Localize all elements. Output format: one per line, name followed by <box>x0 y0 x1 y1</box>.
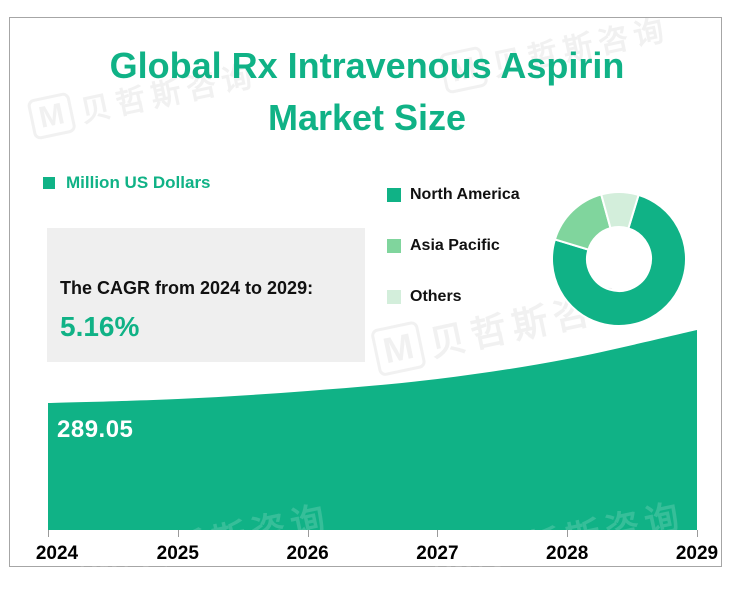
legend-swatch-asia-pacific <box>387 239 401 253</box>
x-axis-label-2029: 2029 <box>675 543 719 564</box>
x-axis-tick-2024 <box>48 530 49 537</box>
donut-legend: North America Asia Pacific Others <box>387 186 520 306</box>
legend-item-asia-pacific: Asia Pacific <box>387 237 520 255</box>
donut-segment-asia-pacific <box>553 193 612 251</box>
donut-segment-others <box>599 191 640 230</box>
legend-item-north-america: North America <box>387 186 520 204</box>
x-axis-label-2026: 2026 <box>286 543 329 564</box>
donut-chart <box>551 191 687 327</box>
x-axis-tick-2028 <box>567 530 569 537</box>
x-axis-label-2027: 2027 <box>416 543 459 564</box>
units-label: Million US Dollars <box>66 173 211 192</box>
legend-label-north-america: North America <box>410 186 520 203</box>
legend-item-others: Others <box>387 288 520 306</box>
x-axis-tick-2026 <box>307 530 309 537</box>
x-axis-label-2025: 2025 <box>156 543 199 564</box>
legend-label-others: Others <box>410 288 462 305</box>
x-axis-label-2028: 2028 <box>546 543 589 564</box>
x-axis-tick-2029 <box>697 530 698 537</box>
area-chart <box>48 330 697 530</box>
cagr-box: The CAGR from 2024 to 2029: 5.16% <box>47 228 365 362</box>
x-axis-label-2024: 2024 <box>35 543 79 564</box>
watermark-logo-icon: M <box>430 533 485 588</box>
units-legend: Million US Dollars <box>43 173 211 193</box>
cagr-label: The CAGR from 2024 to 2029: <box>60 278 314 298</box>
cagr-value: 5.16% <box>60 311 140 342</box>
units-bullet-icon <box>43 177 55 189</box>
legend-swatch-north-america <box>387 188 401 202</box>
donut-segment-north-america <box>551 193 687 327</box>
x-axis-tick-2027 <box>437 530 439 537</box>
x-axis-tick-2025 <box>177 530 179 537</box>
legend-swatch-others <box>387 290 401 304</box>
watermark-logo-icon: M <box>76 535 131 590</box>
legend-label-asia-pacific: Asia Pacific <box>410 237 500 254</box>
page-title: Global Rx Intravenous Aspirin Market Siz… <box>109 45 625 139</box>
area-data-label-2024: 289.05 <box>57 416 134 443</box>
